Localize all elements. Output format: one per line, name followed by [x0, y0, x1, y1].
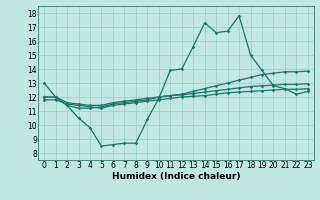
X-axis label: Humidex (Indice chaleur): Humidex (Indice chaleur) [112, 172, 240, 181]
